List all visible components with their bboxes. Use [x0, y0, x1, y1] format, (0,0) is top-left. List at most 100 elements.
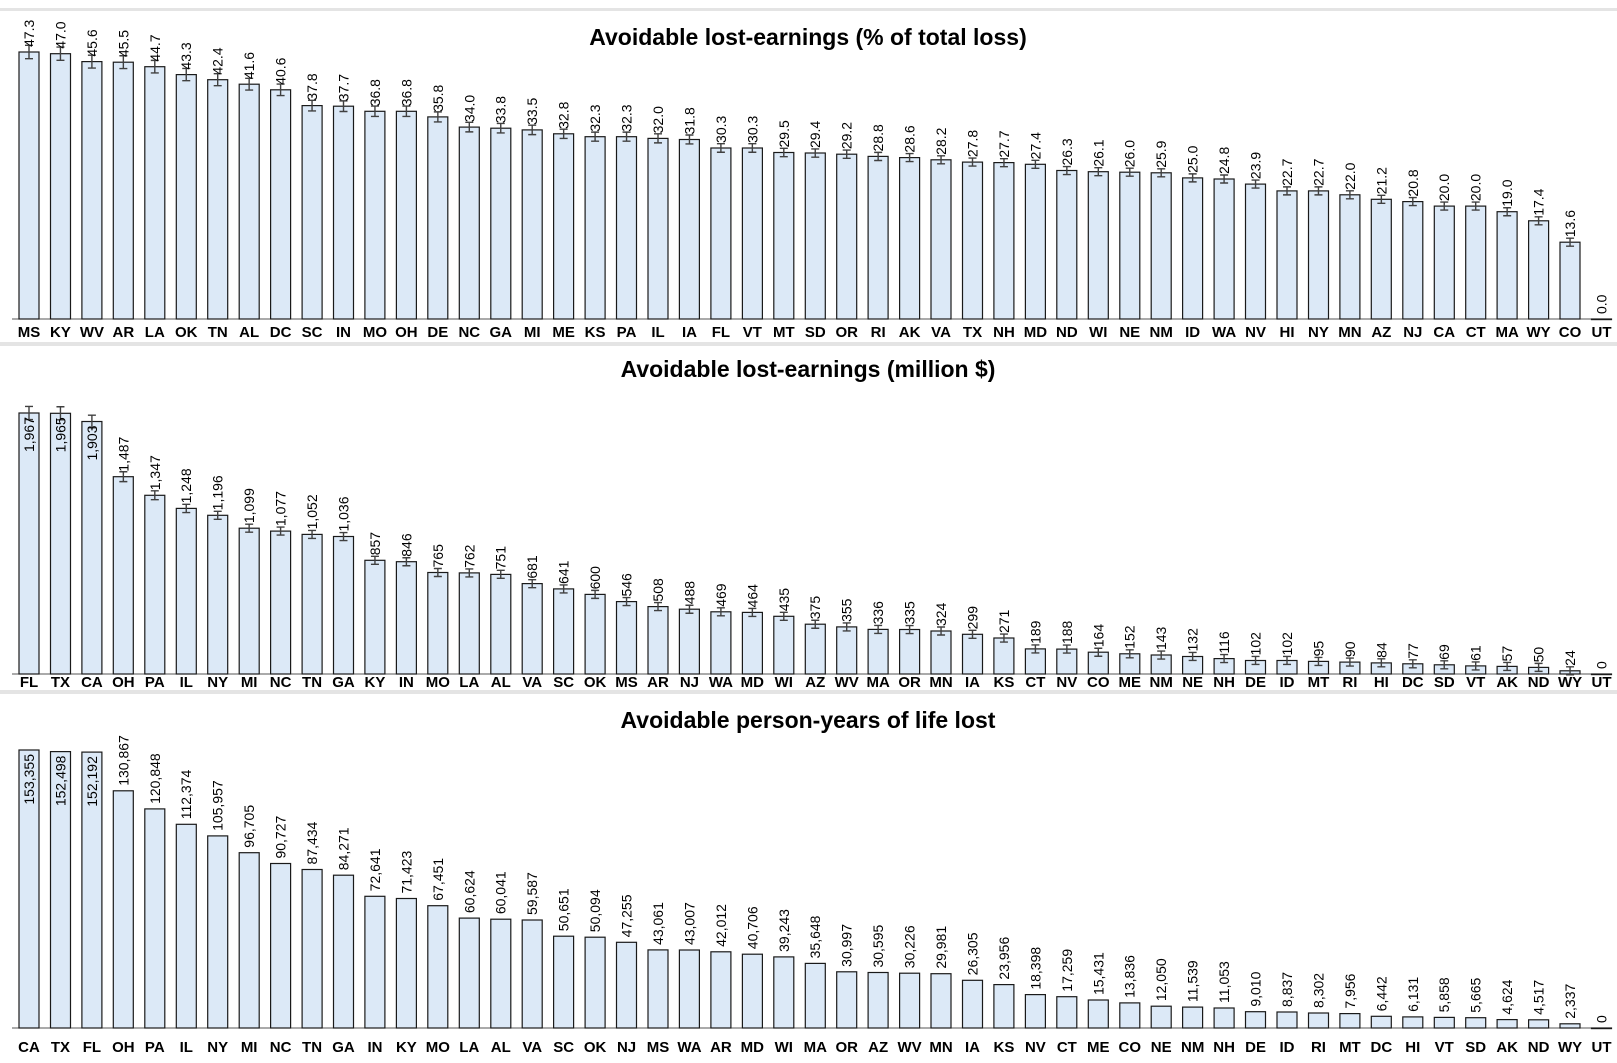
category-label: IA — [965, 1039, 980, 1056]
category-label: IL — [180, 674, 193, 691]
data-label: 4,624 — [1499, 979, 1515, 1014]
error-bar — [496, 569, 505, 580]
bar — [301, 868, 323, 1029]
data-label: 464 — [744, 584, 760, 608]
error-bar — [1062, 644, 1071, 654]
data-label: 30,997 — [839, 924, 855, 967]
data-label: 130,867 — [115, 735, 131, 786]
bar — [1024, 163, 1047, 320]
bar — [175, 73, 197, 320]
category-label: OH — [112, 1039, 135, 1056]
data-label: 355 — [839, 598, 855, 622]
error-bar — [528, 124, 537, 136]
data-label: 90,727 — [273, 815, 289, 858]
category-label: ME — [1087, 1039, 1110, 1056]
category-label: WV — [898, 1039, 922, 1056]
bar — [993, 637, 1015, 675]
bar — [1559, 1023, 1581, 1029]
error-bar — [87, 54, 96, 69]
category-label: IA — [682, 324, 697, 341]
category-label: RI — [871, 324, 886, 341]
bar — [804, 623, 826, 675]
bar — [521, 582, 543, 675]
bar — [144, 66, 166, 320]
category-label: WI — [775, 674, 793, 691]
bar — [364, 559, 386, 675]
bar — [490, 127, 512, 320]
chart-panel: Avoidable person-years of life lost 153,3… — [12, 707, 1613, 1056]
category-label: CO — [1119, 1039, 1142, 1056]
bar — [270, 862, 292, 1029]
bar — [144, 808, 166, 1029]
data-label: 39,243 — [776, 909, 792, 952]
data-label: 1,196 — [210, 475, 226, 510]
category-label: NJ — [680, 674, 699, 691]
error-bar — [716, 607, 725, 617]
bar — [552, 588, 575, 675]
data-label: 102 — [1279, 632, 1295, 656]
category-label: KY — [396, 1039, 417, 1056]
data-label: 13,836 — [1122, 955, 1138, 998]
error-bar — [213, 72, 222, 87]
data-label: 188 — [1059, 620, 1075, 644]
category-label: NC — [270, 1039, 292, 1056]
data-label: 5,665 — [1468, 977, 1484, 1012]
category-label: VT — [1435, 1039, 1454, 1056]
error-bar — [465, 121, 474, 133]
error-bar — [25, 405, 33, 421]
data-label: 34.0 — [461, 95, 477, 122]
category-label: CA — [18, 1039, 40, 1056]
error-bar — [402, 557, 411, 567]
category-label: AL — [239, 324, 259, 341]
bar — [18, 51, 40, 320]
data-label: 43,007 — [681, 902, 697, 945]
error-bar — [245, 523, 254, 533]
data-label: 47.0 — [52, 21, 68, 48]
category-label: KY — [365, 674, 386, 691]
category-label: KS — [994, 674, 1015, 691]
data-label: 36.8 — [367, 79, 383, 106]
data-label: 50,651 — [556, 888, 572, 931]
error-bar — [874, 624, 883, 635]
bar — [1244, 1011, 1267, 1029]
data-label: 27.8 — [965, 130, 981, 157]
category-label: OH — [112, 674, 135, 691]
data-label: 508 — [650, 578, 666, 602]
bar — [615, 941, 638, 1029]
data-label: 72,641 — [367, 848, 383, 891]
category-label: SD — [805, 324, 826, 341]
bar — [144, 494, 166, 675]
data-label: 31.8 — [681, 107, 697, 134]
bar — [647, 137, 669, 320]
error-bar — [1566, 237, 1575, 247]
category-label: ND — [1528, 1039, 1550, 1056]
bar — [993, 162, 1015, 320]
bar — [647, 605, 669, 675]
bar — [1307, 190, 1330, 320]
data-label: 19.0 — [1499, 179, 1515, 206]
bar — [1402, 1016, 1424, 1029]
category-label: VA — [931, 324, 951, 341]
data-label: 50 — [1531, 647, 1547, 663]
category-label: OK — [584, 674, 607, 691]
error-bar — [622, 596, 631, 607]
category-label: SD — [1434, 674, 1455, 691]
bar — [301, 104, 323, 320]
bar — [1339, 1012, 1361, 1029]
category-label: UT — [1592, 674, 1612, 691]
bar — [867, 628, 889, 675]
data-label: 29.4 — [807, 121, 823, 148]
bar — [867, 971, 889, 1029]
category-label: NM — [1150, 674, 1173, 691]
bar — [1087, 999, 1109, 1029]
data-label: 1,965 — [52, 417, 68, 452]
bar — [584, 136, 606, 320]
data-label: 77 — [1405, 643, 1421, 659]
error-bar — [591, 589, 600, 600]
data-label: 152 — [1122, 625, 1138, 649]
bar — [238, 527, 260, 675]
category-label: SC — [302, 324, 323, 341]
error-bar — [1408, 196, 1417, 207]
bar — [741, 147, 764, 320]
